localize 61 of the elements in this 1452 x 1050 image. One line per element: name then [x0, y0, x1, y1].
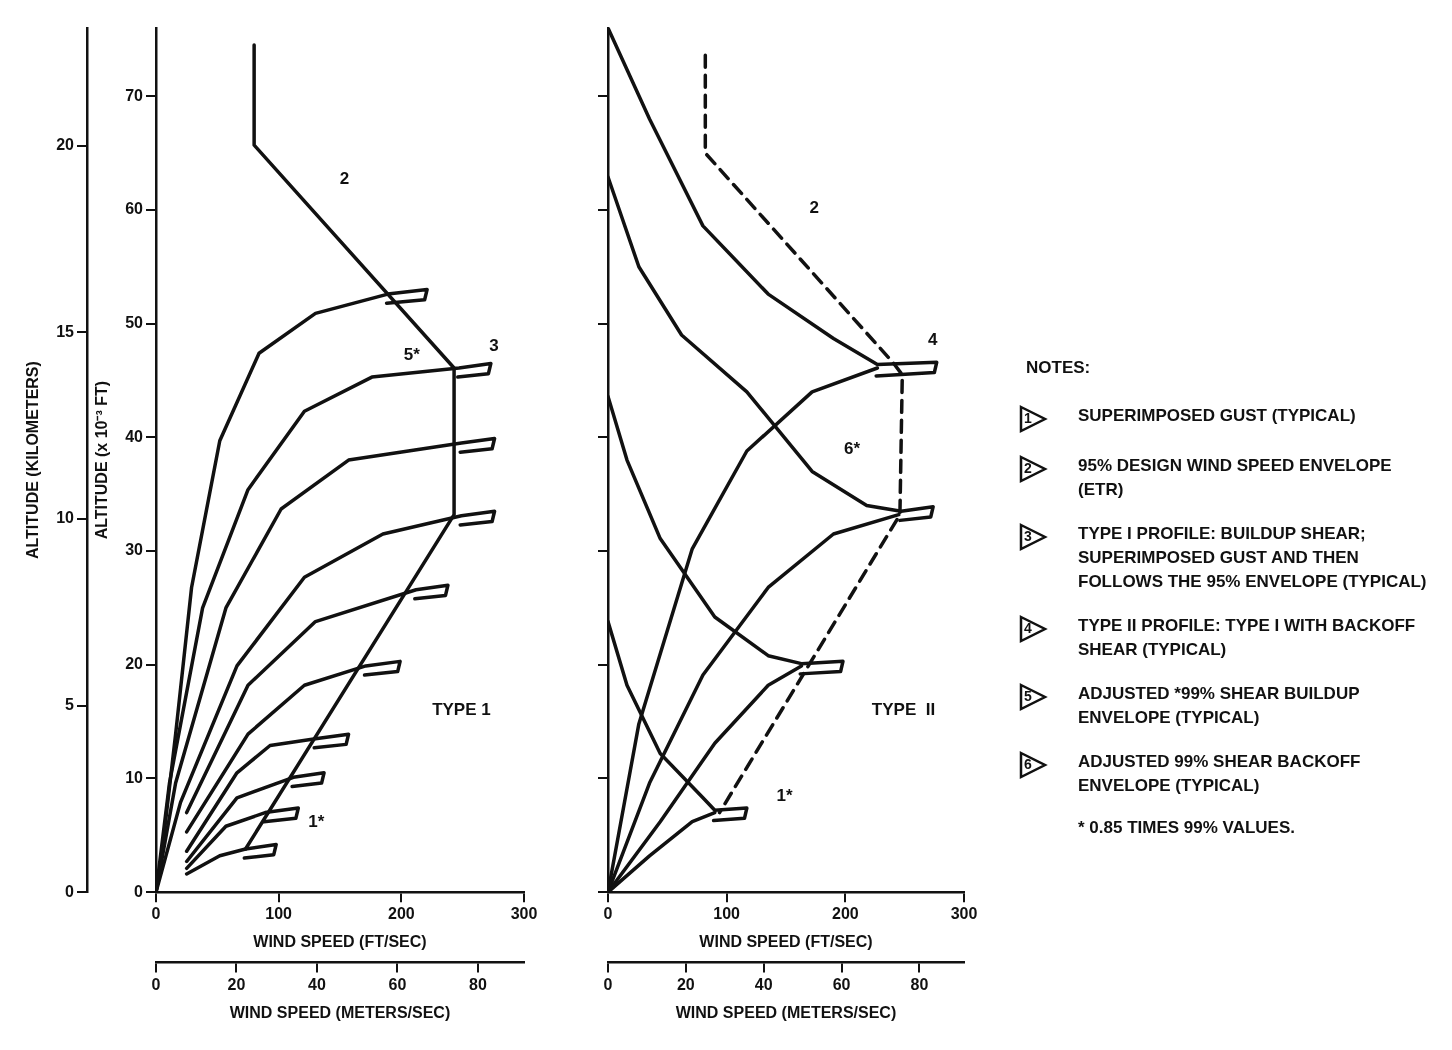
y2-tick-label: 0: [65, 882, 75, 900]
text: TYPE II: [871, 700, 936, 720]
x-axis-title: WIND SPEED (FT/SEC): [699, 933, 873, 951]
x-tick-label: 300: [510, 905, 538, 923]
x2-tick-label: 0: [151, 975, 161, 993]
x-tick-label: 0: [603, 905, 613, 923]
x-tick-label: 200: [831, 905, 859, 923]
x2-tick-label: 0: [603, 975, 613, 993]
x-tick-label: 200: [387, 905, 415, 923]
text: ADJUSTED *99% SHEAR BUILDUP ENVELOPE (TYPICAL): [1078, 683, 1361, 729]
x2-tick-label: 40: [754, 975, 773, 993]
x2-tick-label: 60: [388, 975, 407, 993]
x2-tick-label: 60: [832, 975, 851, 993]
y2-tick-label: 10: [56, 509, 75, 527]
annotation: 4: [928, 330, 939, 349]
annotation: 5*: [403, 344, 421, 364]
x2-tick-label: 80: [910, 975, 929, 993]
text: * 0.85 TIMES 99% VALUES.: [1078, 818, 1296, 838]
y2-tick-label: 20: [56, 136, 75, 154]
annotation: 2: [809, 198, 819, 218]
x2-tick-label: 40: [308, 975, 326, 993]
text: 95% DESIGN WIND SPEED ENVELOPE (ETR): [1078, 455, 1393, 501]
annotation: 6*: [844, 439, 861, 459]
annotation: 1*: [776, 785, 793, 805]
text: ADJUSTED 99% SHEAR BACKOFF ENVELOPE (TYPICAL): [1078, 751, 1362, 797]
x-axis-title: WIND SPEED (FT/SEC): [253, 933, 427, 951]
x-tick-label: 100: [713, 905, 741, 923]
y-tick-label: 0: [134, 882, 144, 900]
text: 2: [1024, 460, 1032, 476]
text: TYPE I PROFILE: BUILDUP SHEAR; SUPERIMPOSED GUST AND THEN FOLLOWS THE 95% ENVELOPE (TYPICAL): [1078, 523, 1428, 593]
text: 3: [1024, 528, 1032, 544]
x2-tick-label: 20: [676, 975, 695, 993]
annotation: 2: [339, 168, 350, 188]
y-tick-label: 60: [125, 200, 144, 218]
text: 5: [1024, 688, 1032, 704]
text: TYPE 1: [432, 700, 491, 720]
text: NOTES:: [1026, 358, 1092, 378]
y2-tick-label: 5: [65, 696, 75, 714]
y-tick-label: 50: [125, 314, 144, 332]
text: 4: [1024, 620, 1032, 636]
y-tick-label: 40: [125, 427, 144, 445]
text: TYPE II PROFILE: TYPE I WITH BACKOFF SHEAR (TYPICAL): [1078, 615, 1417, 661]
text: 1: [1024, 410, 1032, 426]
x-tick-label: 100: [265, 905, 293, 923]
x2-axis-title: WIND SPEED (METERS/SEC): [675, 1003, 897, 1021]
y-tick-label: 70: [125, 86, 144, 104]
y2-axis-title: ALTITUDE (KILOMETERS): [24, 361, 42, 560]
y-tick-label: 10: [125, 768, 144, 786]
y-tick-label: 20: [125, 655, 144, 673]
y-tick-label: 30: [125, 541, 144, 559]
annotation: 1*: [308, 812, 325, 832]
annotation: 3: [489, 335, 499, 355]
x-tick-label: 300: [950, 905, 978, 923]
y2-tick-label: 15: [56, 322, 75, 340]
y-axis-title: ALTITUDE (x 10⁻³ FT): [93, 380, 110, 540]
text: 6: [1024, 756, 1032, 772]
x2-axis-title: WIND SPEED (METERS/SEC): [229, 1003, 451, 1021]
x2-tick-label: 80: [469, 975, 487, 993]
text: SUPERIMPOSED GUST (TYPICAL): [1078, 405, 1356, 427]
x2-tick-label: 20: [227, 975, 246, 993]
x-tick-label: 0: [151, 905, 161, 923]
